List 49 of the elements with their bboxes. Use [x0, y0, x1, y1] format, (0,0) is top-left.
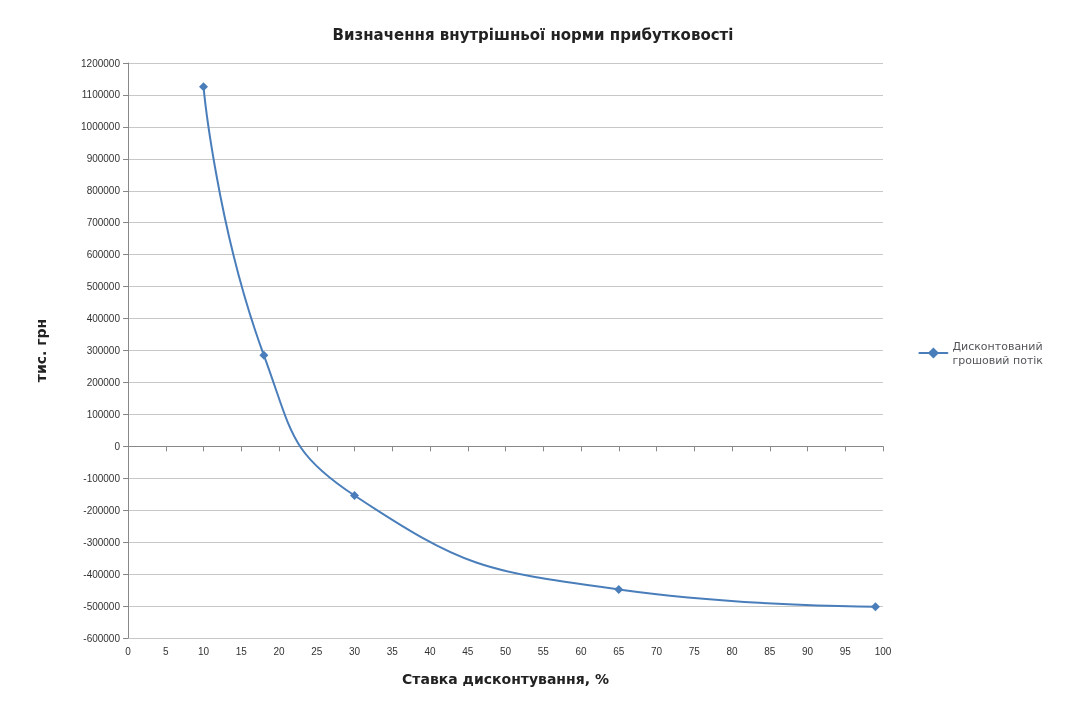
y-tick-label: 100000 — [86, 408, 121, 420]
point — [870, 602, 880, 612]
y-tick-label: -300000 — [83, 536, 121, 548]
y-tick-label: 500000 — [86, 281, 121, 293]
x-axis-title: Ставка дисконтування, % — [402, 671, 609, 687]
y-tick-label: 900000 — [86, 153, 121, 165]
x-tick-label: 75 — [688, 645, 701, 657]
x-tick-label: 85 — [764, 645, 776, 657]
y-tick-label: 200000 — [86, 376, 121, 388]
point — [614, 584, 624, 594]
y-axis-title: тис. грн — [33, 318, 49, 383]
x-tick-label: 70 — [650, 645, 663, 657]
x-tick-label: 60 — [575, 645, 587, 657]
x-tick-label: 10 — [197, 645, 210, 657]
x-tick-label: 95 — [839, 645, 852, 657]
x-tick-label: 45 — [462, 645, 474, 657]
legend-label: Дисконтований грошовий потік — [952, 339, 1044, 367]
y-tick-label: 700000 — [86, 217, 121, 229]
y-tick-label: 300000 — [86, 345, 121, 356]
x-tick-label: 40 — [424, 645, 436, 657]
x-tick-label: 15 — [235, 645, 248, 657]
x-tick-label: 90 — [801, 645, 814, 657]
x-tick-label: 50 — [499, 645, 512, 657]
point — [199, 82, 208, 92]
x-tick-label: 30 — [348, 645, 361, 657]
y-tick-label: 1000000 — [81, 121, 121, 133]
x-tick-label: 80 — [726, 645, 738, 657]
x-tick-label: 0 — [125, 645, 132, 657]
y-tick-label: 600000 — [86, 249, 121, 261]
x-tick-label: 20 — [273, 645, 285, 657]
y-tick-label: 1100000 — [81, 89, 121, 101]
x-tick-label: 25 — [311, 645, 323, 657]
x-tick-label: 100 — [874, 645, 892, 657]
y-tick-label: 800000 — [86, 185, 121, 197]
y-tick-label: 0 — [114, 440, 121, 452]
x-tick-label: 55 — [537, 645, 550, 657]
x-tick-label: 35 — [386, 645, 399, 657]
point — [350, 491, 359, 501]
y-tick-label: -600000 — [83, 632, 121, 644]
y-tick-label: 400000 — [86, 313, 121, 325]
y-tick-label: 1200000 — [81, 57, 121, 69]
y-tick-label: -200000 — [83, 504, 121, 516]
y-tick-label: -500000 — [83, 600, 121, 612]
chart-title: Визначення внутрішньої норми прибутковості — [332, 25, 734, 44]
x-tick-label: 5 — [162, 645, 169, 657]
point — [259, 350, 269, 360]
y-tick-label: -400000 — [83, 568, 121, 580]
y-tick-label: -100000 — [83, 472, 121, 484]
x-tick-label: 65 — [613, 645, 625, 657]
